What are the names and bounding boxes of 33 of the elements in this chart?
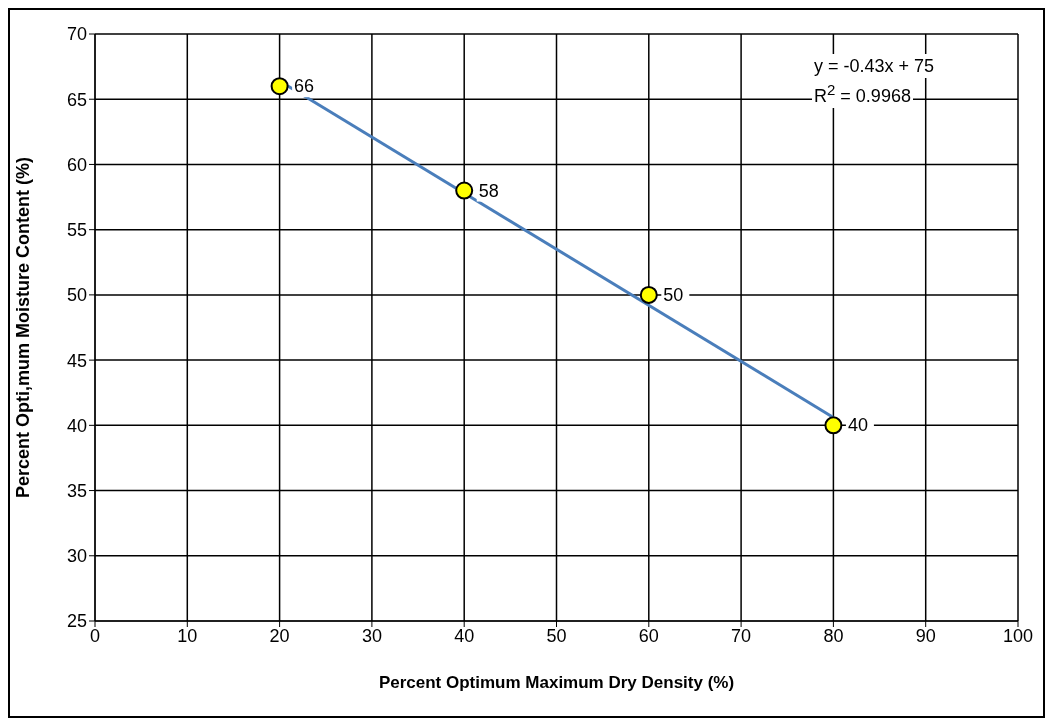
y-tick-label: 65 xyxy=(66,89,87,110)
y-tick-label: 35 xyxy=(66,480,87,501)
y-axis-title: Percent Opti,mum Moisture Content (%) xyxy=(13,156,34,499)
y-tick-label: 45 xyxy=(66,350,87,371)
x-tick-label: 10 xyxy=(177,625,198,646)
y-tick-label: 70 xyxy=(66,24,87,45)
x-tick-label: 80 xyxy=(823,625,844,646)
x-tick-label: 100 xyxy=(1002,625,1034,646)
x-tick-label: 90 xyxy=(915,625,936,646)
data-label: 58 xyxy=(478,180,499,201)
data-label: 50 xyxy=(663,284,684,305)
x-tick-label: 60 xyxy=(638,625,659,646)
x-tick-label: 50 xyxy=(546,625,567,646)
y-tick-label: 50 xyxy=(66,285,87,306)
point xyxy=(639,285,658,304)
annotation: y = -0.43x + 75 xyxy=(812,54,937,78)
x-tick-label: 70 xyxy=(731,625,752,646)
x-tick-label: 40 xyxy=(454,625,475,646)
data-label: 66 xyxy=(294,76,315,97)
x-axis-title: Percent Optimum Maximum Dry Density (%) xyxy=(378,673,735,692)
data-label: 40 xyxy=(847,415,868,436)
x-tick-label: 0 xyxy=(89,625,101,646)
y-tick-label: 60 xyxy=(66,154,87,175)
y-tick-label: 25 xyxy=(66,611,87,632)
point xyxy=(270,77,289,96)
x-tick-label: 30 xyxy=(361,625,382,646)
x-tick-label: 20 xyxy=(269,625,290,646)
y-tick-label: 55 xyxy=(66,220,87,241)
point xyxy=(455,181,474,200)
y-tick-label: 30 xyxy=(66,546,87,567)
y-tick-label: 40 xyxy=(66,415,87,436)
annotation: R$^{2}$ = 0.9968 xyxy=(812,78,913,108)
point xyxy=(824,416,843,435)
